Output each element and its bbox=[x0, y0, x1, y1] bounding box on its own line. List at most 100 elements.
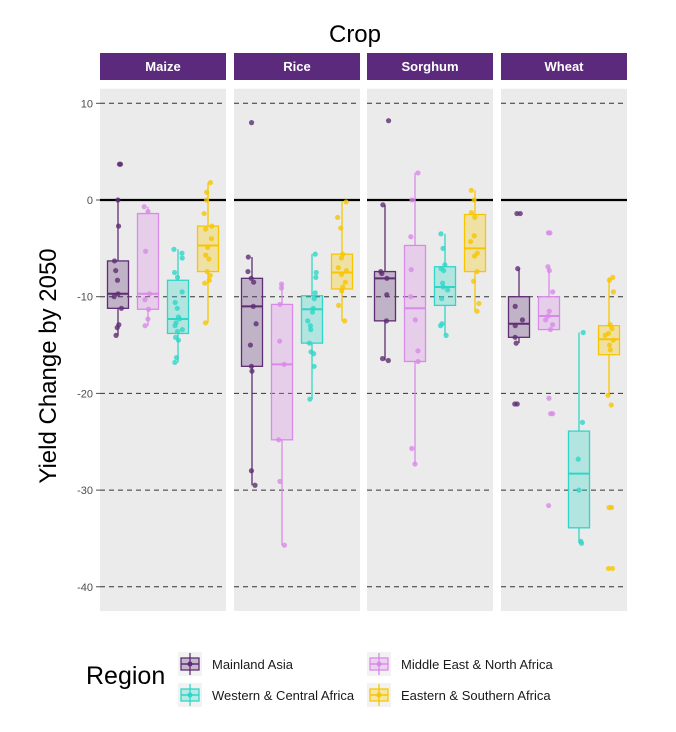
data-point bbox=[174, 328, 181, 335]
data-point bbox=[277, 478, 283, 484]
facet-strip-label: Wheat bbox=[545, 59, 585, 74]
data-point bbox=[111, 294, 117, 300]
data-point bbox=[471, 233, 477, 239]
data-point bbox=[546, 267, 552, 274]
data-point bbox=[114, 277, 121, 283]
data-point bbox=[580, 329, 586, 336]
box-eastern-southern-africa bbox=[330, 199, 354, 324]
box-middle-east-north-africa bbox=[403, 170, 427, 467]
data-point bbox=[606, 504, 612, 511]
data-point bbox=[141, 204, 147, 210]
data-point bbox=[342, 279, 348, 285]
data-point bbox=[438, 231, 444, 237]
data-point bbox=[312, 290, 318, 296]
data-point bbox=[145, 316, 151, 322]
data-point bbox=[439, 280, 446, 286]
data-point bbox=[512, 303, 518, 309]
data-point bbox=[578, 540, 585, 546]
data-point bbox=[305, 318, 311, 324]
data-point bbox=[602, 332, 608, 338]
box-mainland-asia bbox=[106, 161, 130, 338]
data-point bbox=[245, 268, 251, 275]
facet-panels: Maize Rice Sorghum Wheat bbox=[100, 53, 627, 611]
data-point bbox=[440, 284, 446, 290]
data-point bbox=[415, 358, 421, 365]
data-point bbox=[173, 355, 180, 361]
data-point bbox=[610, 289, 617, 295]
box-iqr bbox=[270, 303, 294, 441]
data-point bbox=[202, 320, 209, 326]
legend-key-point bbox=[376, 661, 382, 667]
data-point bbox=[343, 267, 350, 274]
data-point bbox=[472, 214, 478, 221]
box-iqr bbox=[106, 260, 130, 309]
facet-maize: Maize bbox=[100, 53, 226, 611]
data-point bbox=[339, 288, 345, 294]
data-point bbox=[179, 289, 185, 295]
data-point bbox=[471, 197, 477, 203]
data-point bbox=[248, 363, 255, 369]
facet-strip bbox=[367, 53, 493, 80]
data-point bbox=[174, 274, 181, 280]
data-point bbox=[512, 323, 518, 329]
data-point bbox=[542, 317, 549, 323]
data-point bbox=[440, 245, 446, 251]
data-point bbox=[513, 340, 519, 346]
data-point bbox=[547, 326, 554, 333]
y-tick-label: -30 bbox=[77, 485, 93, 497]
facet-strip bbox=[501, 53, 627, 80]
data-point bbox=[514, 210, 520, 217]
data-point bbox=[609, 326, 615, 332]
facet-strip-label: Sorghum bbox=[401, 59, 458, 74]
facet-wheat: Wheat bbox=[501, 53, 627, 611]
data-point bbox=[610, 337, 616, 343]
data-point bbox=[606, 342, 613, 348]
data-point bbox=[550, 289, 556, 295]
data-point bbox=[179, 255, 185, 261]
panel-background bbox=[100, 88, 226, 611]
box-iqr bbox=[300, 295, 324, 344]
data-point bbox=[468, 187, 474, 193]
data-point bbox=[471, 253, 478, 259]
box-mainland-asia bbox=[507, 210, 531, 407]
y-tick-label: 0 bbox=[87, 195, 93, 207]
data-point bbox=[339, 271, 345, 278]
data-point bbox=[383, 318, 390, 324]
data-point bbox=[576, 487, 582, 493]
y-tick-label: 10 bbox=[81, 98, 93, 110]
data-point bbox=[605, 392, 611, 398]
data-point bbox=[142, 297, 148, 303]
data-point bbox=[142, 323, 148, 329]
data-point bbox=[467, 238, 474, 245]
data-point bbox=[549, 322, 556, 328]
legend-label: Mainland Asia bbox=[212, 657, 294, 672]
data-point bbox=[206, 256, 212, 262]
data-point bbox=[171, 246, 177, 252]
data-point bbox=[172, 323, 178, 329]
legend-title: Region bbox=[86, 662, 165, 690]
data-point bbox=[607, 347, 613, 353]
data-point bbox=[579, 419, 586, 426]
data-point bbox=[441, 267, 447, 274]
box-western-central-africa bbox=[166, 246, 190, 366]
box-mainland-asia bbox=[373, 118, 397, 364]
data-point bbox=[515, 266, 521, 272]
data-point bbox=[143, 248, 149, 254]
data-point bbox=[172, 359, 178, 366]
data-point bbox=[408, 234, 414, 240]
data-point bbox=[203, 252, 209, 258]
legend-label: Middle East & North Africa bbox=[401, 657, 553, 672]
data-point bbox=[206, 277, 212, 283]
data-point bbox=[281, 542, 287, 548]
data-point bbox=[114, 325, 120, 331]
data-point bbox=[310, 305, 316, 311]
data-point bbox=[249, 368, 255, 374]
box-iqr bbox=[463, 213, 487, 273]
panel-background bbox=[501, 88, 627, 611]
facet-rice: Rice bbox=[234, 53, 360, 611]
data-point bbox=[445, 287, 451, 293]
box-eastern-southern-africa bbox=[196, 179, 220, 326]
data-point bbox=[575, 456, 581, 462]
data-point bbox=[171, 269, 178, 276]
